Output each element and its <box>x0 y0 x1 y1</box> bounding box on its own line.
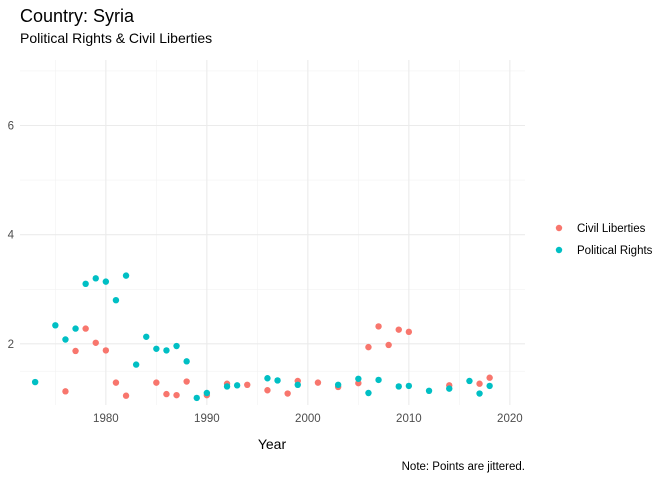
grid <box>20 60 525 405</box>
data-point <box>486 374 493 381</box>
data-point <box>163 390 170 398</box>
data-point <box>102 278 110 285</box>
data-point <box>102 347 110 354</box>
data-point <box>153 379 160 386</box>
data-point <box>375 323 382 330</box>
data-point <box>476 390 483 397</box>
legend-key <box>555 224 563 232</box>
data-point <box>132 361 140 368</box>
data-point <box>264 387 271 394</box>
data-point <box>62 336 69 343</box>
data-point <box>112 379 120 386</box>
data-point <box>294 381 301 389</box>
data-point <box>233 382 241 389</box>
data-point <box>405 328 413 336</box>
data-point <box>82 325 89 332</box>
data-point <box>274 377 281 384</box>
x-tick-label: 2010 <box>396 413 422 425</box>
data-point <box>284 390 291 397</box>
data-point <box>72 325 79 332</box>
data-point <box>425 387 433 395</box>
data-point <box>143 333 150 340</box>
chart-caption: Note: Points are jittered. <box>402 461 525 473</box>
data-point <box>375 376 382 384</box>
data-point <box>82 280 89 288</box>
data-point <box>153 345 160 352</box>
legend-key <box>555 246 563 254</box>
data-points <box>31 272 493 402</box>
x-tick-label: 2000 <box>295 413 321 425</box>
data-point <box>395 326 402 333</box>
data-point <box>365 389 372 397</box>
y-tick-label: 2 <box>8 339 14 351</box>
axis-ticks: 1980 1990 2000 2010 2020 2 4 6 <box>8 121 523 425</box>
chart-title: Country: Syria <box>20 6 135 26</box>
data-point <box>183 378 190 385</box>
data-point <box>405 382 413 390</box>
data-point <box>264 375 271 382</box>
data-point <box>476 380 483 387</box>
data-point <box>466 377 473 385</box>
data-point <box>183 358 190 365</box>
data-point <box>365 343 372 351</box>
data-point <box>385 341 392 349</box>
data-point <box>92 339 99 346</box>
data-point <box>112 296 120 304</box>
legend: Civil Liberties Political Rights <box>555 223 653 257</box>
data-point <box>395 383 402 390</box>
data-point <box>52 322 59 329</box>
x-tick-label: 1980 <box>93 413 119 425</box>
data-point <box>193 394 200 402</box>
x-tick-label: 1990 <box>194 413 220 425</box>
data-point <box>122 392 130 399</box>
data-point <box>92 275 99 282</box>
chart-subtitle: Political Rights & Civil Liberties <box>20 30 212 46</box>
legend-label: Civil Liberties <box>577 223 646 235</box>
series-civil-liberties <box>62 323 493 399</box>
y-tick-label: 6 <box>8 121 14 133</box>
x-tick-label: 2020 <box>497 413 523 425</box>
data-point <box>314 379 322 386</box>
data-point <box>62 388 69 395</box>
data-point <box>31 378 39 386</box>
y-tick-label: 4 <box>8 230 15 242</box>
data-point <box>446 385 453 392</box>
data-point <box>486 382 493 390</box>
data-point <box>122 272 130 279</box>
series-political-rights <box>31 272 493 402</box>
data-point <box>173 342 180 350</box>
data-point <box>244 381 251 389</box>
data-point <box>173 391 180 399</box>
data-point <box>223 383 231 390</box>
legend-label: Political Rights <box>577 245 653 257</box>
x-axis-title: Year <box>258 436 287 452</box>
data-point <box>355 375 362 382</box>
data-point <box>203 389 211 397</box>
data-point <box>72 347 79 355</box>
data-point <box>163 347 170 354</box>
data-point <box>334 381 342 389</box>
